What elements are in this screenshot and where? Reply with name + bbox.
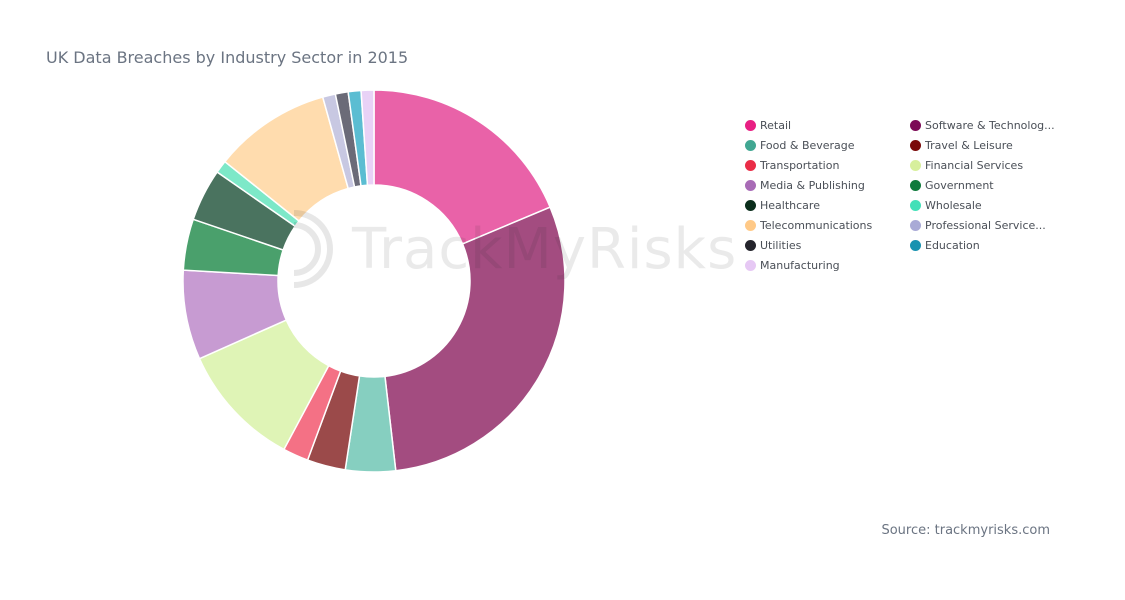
legend-label: Travel & Leisure — [925, 138, 1013, 152]
legend-swatch — [910, 159, 921, 171]
legend-item-media-publishing[interactable]: Media & Publishing — [745, 177, 909, 193]
slice-manufacturing[interactable] — [360, 89, 375, 187]
legend-item-software-technolog[interactable]: Software & Technolog... — [910, 117, 1074, 133]
legend-swatch — [745, 179, 756, 191]
chart-legend: Retail Software & Technolog... Food & Beve… — [745, 117, 1075, 273]
legend-swatch — [745, 219, 756, 231]
legend-item-healthcare[interactable]: Healthcare — [745, 197, 909, 213]
legend-item-wholesale[interactable]: Wholesale — [910, 197, 1074, 213]
legend-swatch — [745, 139, 756, 151]
legend-label: Education — [925, 238, 980, 252]
legend-item-food-beverage[interactable]: Food & Beverage — [745, 137, 909, 153]
legend-swatch — [910, 219, 921, 231]
legend-label: Financial Services — [925, 158, 1024, 172]
legend-swatch — [910, 239, 921, 251]
legend-swatch — [745, 239, 756, 251]
legend-swatch — [745, 259, 756, 271]
source-note: Source: trackmyrisks.com — [881, 523, 1050, 538]
legend-label: Retail — [760, 118, 792, 132]
legend-label: Professional Service... — [925, 218, 1046, 232]
legend-item-transportation[interactable]: Transportation — [745, 157, 909, 173]
legend-item-utilities[interactable]: Utilities — [745, 237, 909, 253]
legend-label: Government — [925, 178, 994, 192]
legend-label: Telecommunications — [760, 218, 873, 232]
legend-item-retail[interactable]: Retail — [745, 117, 909, 133]
legend-label: Media & Publishing — [760, 178, 865, 192]
slice-retail[interactable] — [373, 89, 552, 245]
chart-title: UK Data Breaches by Industry Sector in 2… — [46, 48, 409, 67]
legend-label: Food & Beverage — [760, 138, 855, 152]
legend-item-travel-leisure[interactable]: Travel & Leisure — [910, 137, 1074, 153]
legend-swatch — [910, 179, 921, 191]
legend-item-education[interactable]: Education — [910, 237, 1074, 253]
legend-swatch — [910, 119, 921, 131]
legend-item-financial-services[interactable]: Financial Services — [910, 157, 1074, 173]
legend-item-government[interactable]: Government — [910, 177, 1074, 193]
legend-swatch — [910, 139, 921, 151]
legend-item-telecommunications[interactable]: Telecommunications — [745, 217, 909, 233]
legend-label: Manufacturing — [760, 258, 840, 272]
legend-label: Transportation — [760, 158, 840, 172]
slice-software-technolog[interactable] — [384, 206, 566, 472]
legend-swatch — [745, 119, 756, 131]
legend-swatch — [910, 199, 921, 211]
legend-item-professional-service[interactable]: Professional Service... — [910, 217, 1074, 233]
legend-label: Software & Technolog... — [925, 118, 1055, 132]
legend-swatch — [745, 199, 756, 211]
legend-label: Utilities — [760, 238, 802, 252]
legend-label: Wholesale — [925, 198, 982, 212]
legend-swatch — [745, 159, 756, 171]
legend-item-manufacturing[interactable]: Manufacturing — [745, 257, 909, 273]
legend-label: Healthcare — [760, 198, 820, 212]
